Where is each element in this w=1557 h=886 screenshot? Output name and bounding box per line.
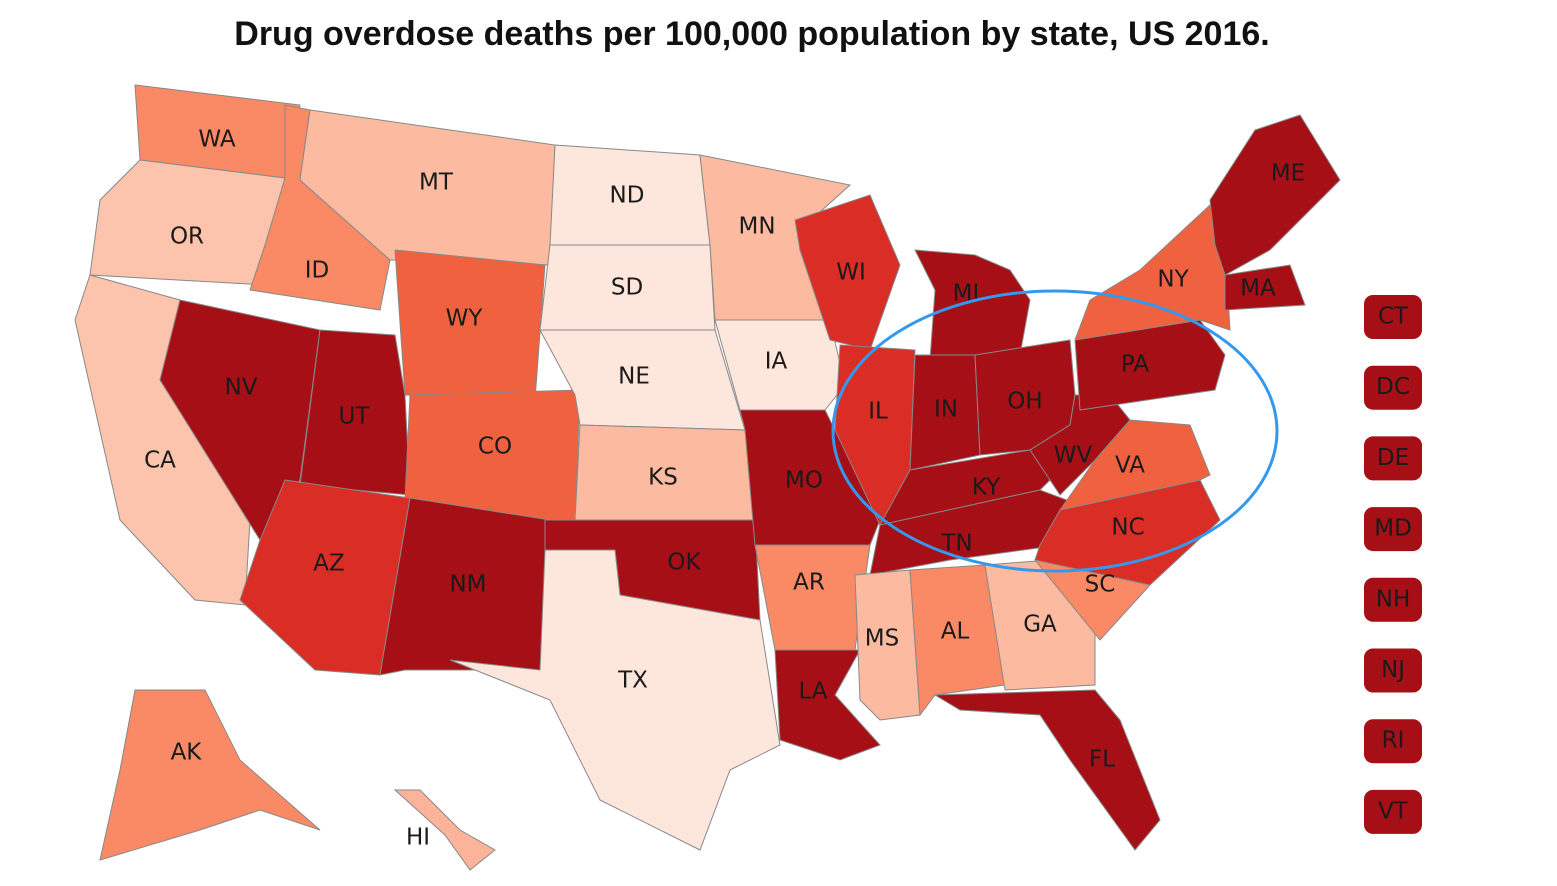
state-shape xyxy=(1029,394,1131,496)
state-label: NM xyxy=(449,572,486,598)
small-state-label: MD xyxy=(1374,516,1412,542)
state-label: ND xyxy=(610,183,645,209)
state-label: MN xyxy=(738,214,775,240)
small-state-box xyxy=(1364,295,1422,339)
state-label: KY xyxy=(972,475,1001,501)
state-label: NY xyxy=(1157,267,1189,293)
highlight-ellipse xyxy=(831,289,1279,573)
state-label: UT xyxy=(339,404,371,430)
state-label: CO xyxy=(478,434,512,460)
small-state-label: RI xyxy=(1382,728,1405,754)
state-label: MA xyxy=(1240,276,1276,302)
state-label: AL xyxy=(941,619,970,645)
state-label: WV xyxy=(1054,443,1093,469)
state-label: FL xyxy=(1089,747,1115,773)
state-shape xyxy=(393,789,496,871)
state-label: PA xyxy=(1121,352,1149,378)
state-label: MO xyxy=(785,468,823,494)
small-state-box xyxy=(1364,648,1422,693)
state-label: IA xyxy=(765,349,788,375)
state-label: ID xyxy=(305,258,330,284)
state-label: GA xyxy=(1023,612,1057,638)
small-state-box xyxy=(1364,719,1422,764)
small-state-label: NH xyxy=(1376,586,1411,612)
state-shape xyxy=(99,689,321,861)
state-label: AR xyxy=(793,570,825,596)
state-label: ME xyxy=(1271,161,1305,187)
state-shape xyxy=(1074,204,1231,341)
state-shape xyxy=(714,319,846,411)
state-label: NV xyxy=(225,375,258,401)
small-state-box xyxy=(1364,365,1422,410)
state-label: MT xyxy=(419,170,454,196)
state-label: WA xyxy=(198,127,235,153)
state-shape xyxy=(89,159,286,286)
state-label: NE xyxy=(618,364,650,390)
map-title: Drug overdose deaths per 100,000 populat… xyxy=(234,15,1269,53)
state-label: WY xyxy=(446,306,484,332)
state-shape xyxy=(379,497,551,676)
state-shape xyxy=(1224,264,1306,311)
small-state-box xyxy=(1364,577,1422,622)
small-state-label: VT xyxy=(1378,798,1409,824)
state-label: IN xyxy=(934,397,958,423)
state-label: HI xyxy=(406,825,430,851)
small-state-label: DC xyxy=(1376,374,1410,400)
state-shape xyxy=(909,564,1006,717)
state-shape xyxy=(914,249,1031,361)
state-label: CA xyxy=(144,448,176,474)
state-label: SC xyxy=(1085,572,1116,598)
state-label: AZ xyxy=(313,551,345,577)
state-label: IL xyxy=(868,399,888,425)
state-shape xyxy=(854,569,921,721)
small-state-box xyxy=(1364,436,1422,481)
small-state-label: CT xyxy=(1378,304,1409,330)
state-label: LA xyxy=(798,679,827,705)
state-label: OH xyxy=(1007,389,1042,415)
state-label: OR xyxy=(170,224,204,250)
small-state-label: DE xyxy=(1377,445,1409,471)
state-shape xyxy=(449,549,781,851)
small-state-label: NJ xyxy=(1381,657,1405,683)
state-label: WI xyxy=(836,260,866,286)
state-label: SD xyxy=(611,275,643,301)
state-label: MS xyxy=(865,626,899,652)
state-label: NC xyxy=(1111,515,1144,541)
state-shape xyxy=(933,689,1161,851)
state-label: AK xyxy=(171,740,203,766)
state-label: TX xyxy=(617,668,648,694)
state-label: OK xyxy=(667,550,701,576)
small-state-box xyxy=(1364,507,1422,552)
small-state-box xyxy=(1364,789,1422,834)
state-label: VA xyxy=(1115,453,1145,479)
state-shape xyxy=(754,544,871,651)
state-label: KS xyxy=(648,465,678,491)
state-shape xyxy=(1209,114,1341,276)
